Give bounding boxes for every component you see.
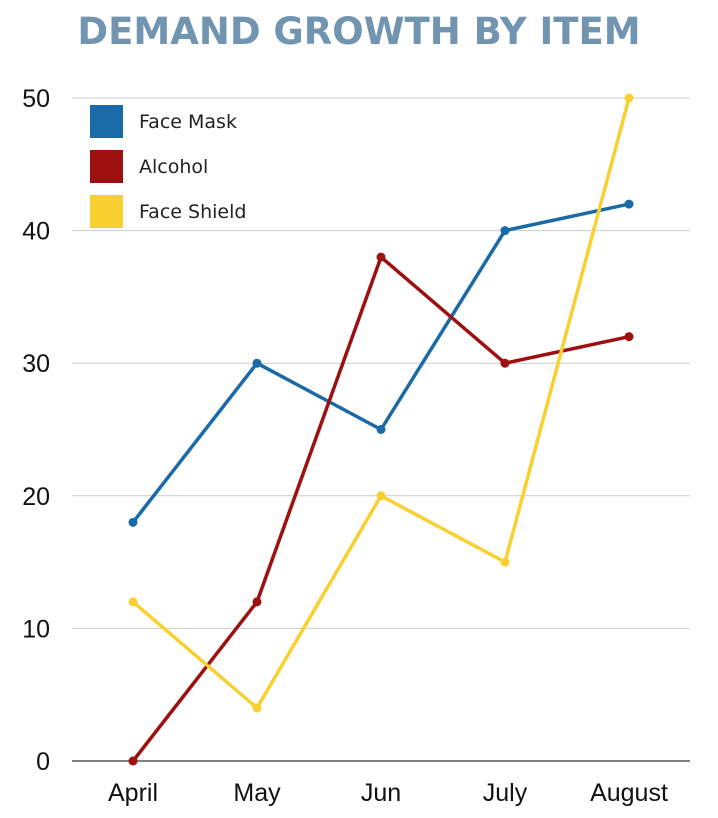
y-tick-label: 40 xyxy=(22,218,50,246)
data-point xyxy=(252,597,262,607)
data-point xyxy=(252,358,262,368)
y-tick-label: 30 xyxy=(22,350,50,378)
legend-swatch xyxy=(90,105,123,138)
data-point xyxy=(252,703,262,713)
y-axis-ticks: 0 10 20 30 40 50 xyxy=(22,85,50,776)
x-tick-label: April xyxy=(108,779,158,807)
y-tick-label: 20 xyxy=(22,483,50,511)
series-1 xyxy=(128,252,634,766)
series-line xyxy=(131,96,631,710)
series-0 xyxy=(128,199,634,527)
y-tick-label: 50 xyxy=(22,85,50,113)
data-point xyxy=(624,332,634,342)
y-tick-label: 10 xyxy=(22,615,50,643)
legend-swatch xyxy=(90,150,123,183)
data-point xyxy=(624,199,634,209)
legend-item: Face Mask xyxy=(90,105,237,138)
legend: Face Mask Alcohol Face Shield xyxy=(90,105,246,228)
series-lines xyxy=(128,93,634,766)
data-point xyxy=(376,491,386,501)
data-point xyxy=(624,93,634,103)
x-tick-label: August xyxy=(590,779,668,807)
chart-title: DEMAND GROWTH BY ITEM xyxy=(77,10,641,53)
data-point xyxy=(128,517,138,527)
series-line xyxy=(131,255,631,763)
data-point xyxy=(500,557,510,567)
legend-label: Face Mask xyxy=(139,111,237,133)
legend-item: Alcohol xyxy=(90,150,208,183)
series-2 xyxy=(128,93,634,713)
x-tick-label: May xyxy=(233,779,281,807)
data-point xyxy=(500,226,510,236)
y-tick-label: 0 xyxy=(36,748,50,776)
data-point xyxy=(128,756,138,766)
x-tick-label: July xyxy=(483,779,528,807)
legend-item: Face Shield xyxy=(90,195,246,228)
data-point xyxy=(500,358,510,368)
legend-label: Alcohol xyxy=(139,156,208,178)
legend-label: Face Shield xyxy=(139,201,246,223)
data-point xyxy=(376,252,386,262)
x-tick-label: Jun xyxy=(361,779,401,807)
data-point xyxy=(128,597,138,607)
data-point xyxy=(376,425,386,434)
legend-swatch xyxy=(90,195,123,228)
x-axis-ticks: April May Jun July August xyxy=(108,779,668,807)
